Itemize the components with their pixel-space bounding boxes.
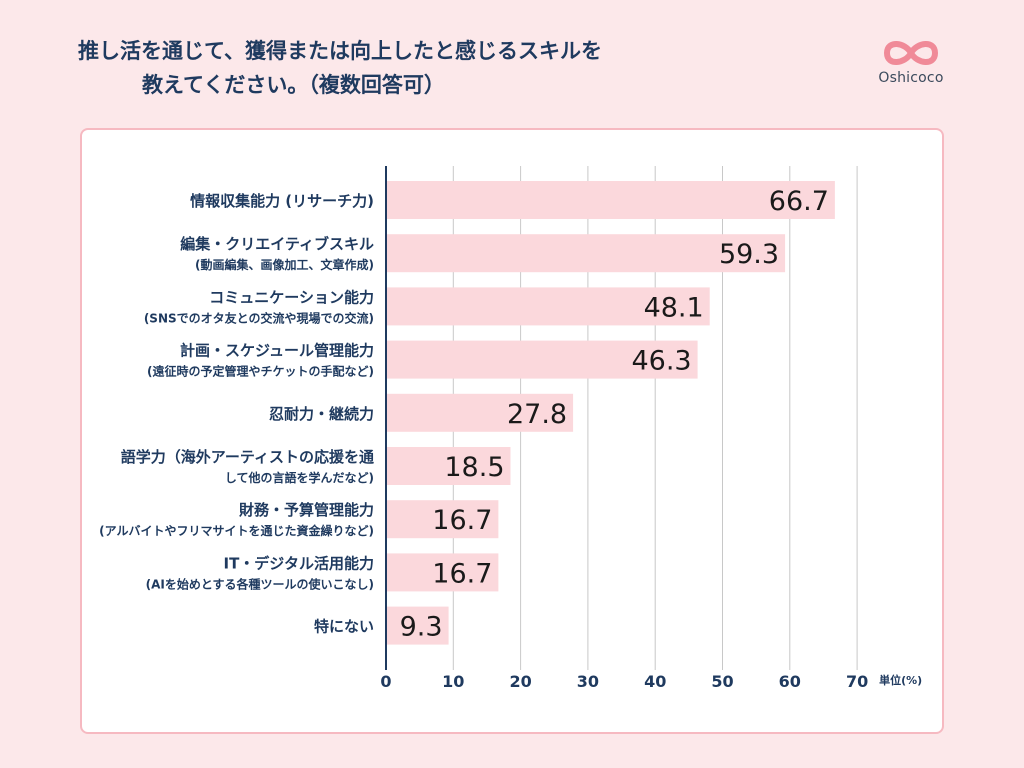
bar-1 [386, 181, 835, 219]
x-tick-0: 0 [380, 672, 391, 691]
bar-3 [386, 287, 710, 326]
oshicoco-logo: Oshicoco [866, 36, 956, 86]
category-label-1: 情報収集能力 (リサーチ力) [190, 192, 374, 210]
x-tick-20: 20 [509, 672, 531, 691]
category-label-9: 特にない [314, 618, 374, 636]
bar-9 [386, 606, 449, 645]
value-label-6: 18.5 [444, 452, 504, 483]
infinity-heart-icon [884, 41, 938, 65]
category-label-8: IT・デジタル活用能力 [223, 554, 374, 572]
bar-5 [386, 393, 574, 432]
value-label-2: 59.3 [719, 239, 779, 270]
bar-chart: 情報収集能力 (リサーチ力) 編集・クリエイティブスキル (動画編集、画像加工、文章… [99, 166, 922, 691]
logo-text: Oshicoco [878, 70, 944, 86]
category-sublabel-2: (動画編集、画像加工、文章作成) [195, 257, 374, 272]
category-label-5: 忍耐力・継続力 [269, 405, 374, 423]
category-labels: 情報収集能力 (リサーチ力) 編集・クリエイティブスキル (動画編集、画像加工、文章… [99, 192, 374, 636]
category-label-7: 財務・予算管理能力 [238, 501, 374, 519]
x-tick-30: 30 [577, 672, 599, 691]
category-label-6: 語学力（海外アーティストの応援を通 [121, 448, 374, 466]
category-sublabel-3: (SNSでのオタ友との交流や現場での交流) [144, 310, 374, 325]
chart-title: 推し活を通じて、獲得または向上したと感じるスキルを 教えてください。（複数回答可… [78, 34, 778, 102]
category-label-2: 編集・クリエイティブスキル [180, 235, 374, 253]
x-tick-70: 70 [846, 672, 868, 691]
value-label-1: 66.7 [769, 186, 829, 217]
category-label-4: 計画・スケジュール管理能力 [180, 342, 374, 360]
value-label-8: 16.7 [432, 558, 492, 589]
value-label-4: 46.3 [631, 346, 691, 377]
x-tick-50: 50 [711, 672, 733, 691]
value-label-9: 9.3 [400, 612, 443, 643]
bar-6 [386, 447, 511, 485]
value-label-5: 27.8 [507, 399, 567, 430]
category-label-3: コミュニケーション能力 [209, 288, 374, 306]
value-label-7: 16.7 [432, 505, 492, 536]
bars [386, 181, 835, 645]
bar-2 [386, 234, 786, 273]
category-sublabel-4: (遠征時の予定管理やチケットの手配など) [147, 364, 374, 379]
bar-8 [386, 553, 499, 592]
value-labels: 66.7 59.3 48.1 46.3 27.818.5 16.7 16.7 9.3 [400, 186, 829, 643]
chart-card: 情報収集能力 (リサーチ力) 編集・クリエイティブスキル (動画編集、画像加工、文章… [80, 128, 944, 734]
x-tick-40: 40 [644, 672, 666, 691]
category-sublabel-7: (アルバイトやフリマサイトを通じた資金繰りなど) [99, 523, 374, 538]
x-tick-60: 60 [779, 672, 801, 691]
unit-label: 単位(%) [879, 673, 922, 687]
title-line-2: 教えてください。（複数回答可） [142, 73, 445, 97]
title-line-1: 推し活を通じて、獲得または向上したと感じるスキルを [78, 39, 602, 63]
category-sublabel-8: (AIを始めとする各種ツールの使いこなし) [146, 576, 374, 591]
value-label-3: 48.1 [644, 292, 704, 323]
category-sublabel-6: して他の言語を学んだなど) [225, 470, 374, 485]
bar-7 [386, 500, 499, 539]
bar-4 [386, 340, 698, 379]
x-axis-ticks: 0 10 20 30 40 50 60 70 [380, 672, 868, 691]
x-tick-10: 10 [442, 672, 464, 691]
